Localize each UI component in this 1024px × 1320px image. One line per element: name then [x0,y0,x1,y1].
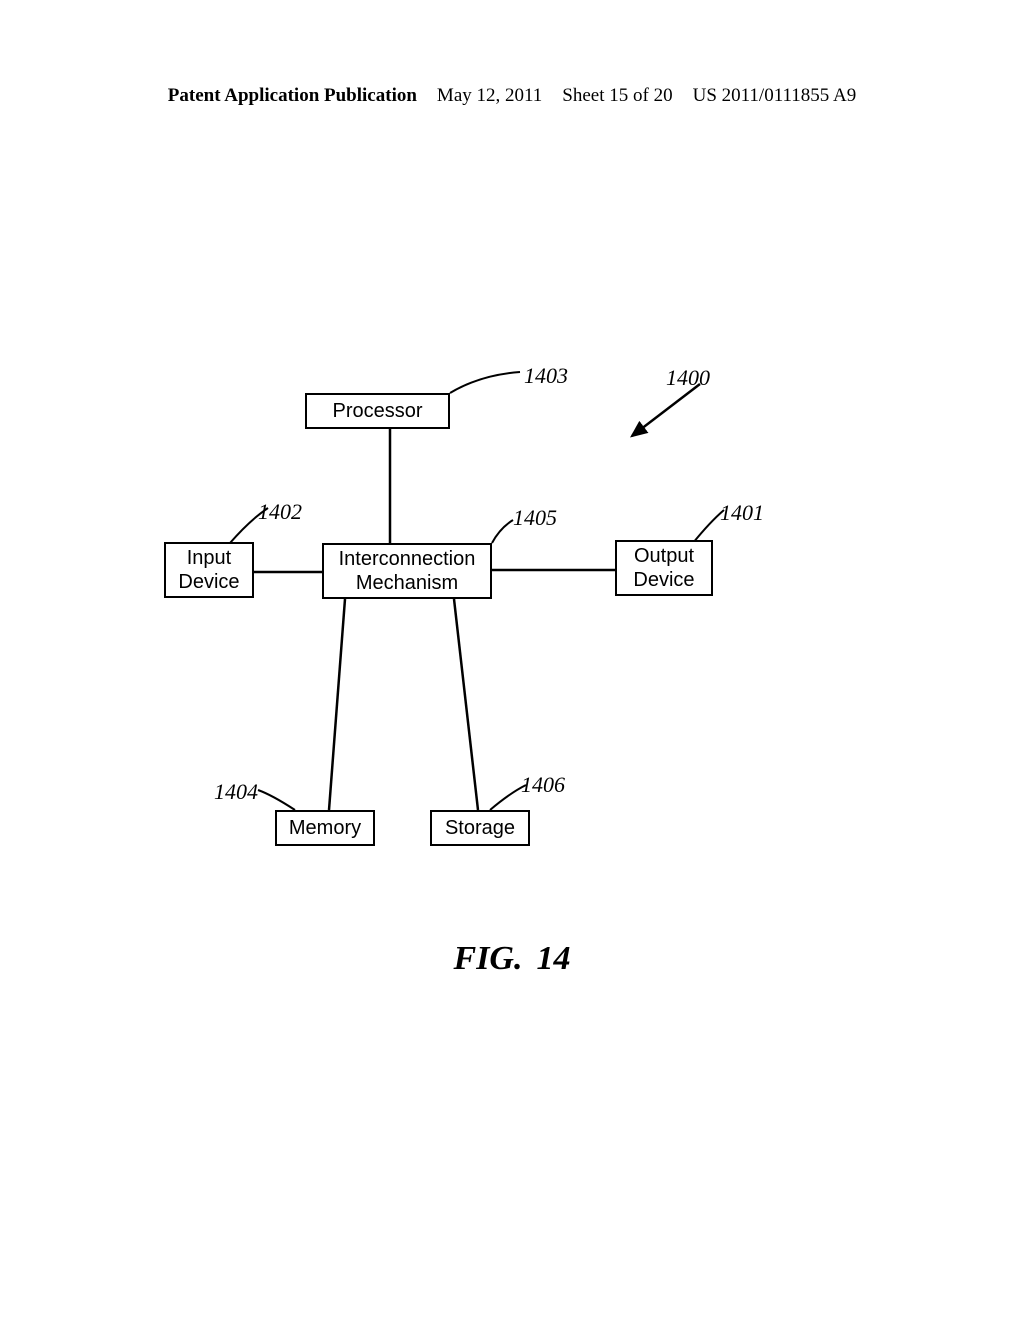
leader-line [450,372,520,393]
processor-label: Processor [332,399,422,423]
interconnection-label-2: Mechanism [356,571,458,595]
storage-ref: 1406 [521,772,565,798]
figure-prefix: FIG. [454,940,523,978]
storage-box: Storage [430,810,530,846]
memory-ref: 1404 [214,779,258,805]
figure-diagram: Processor 1403 Interconnection Mechanism… [0,0,1024,1320]
interconnection-label-1: Interconnection [339,547,476,571]
input-device-label-1: Input [187,546,231,570]
input-device-ref: 1402 [258,499,302,525]
output-device-ref: 1401 [720,500,764,526]
figure-number: 14 [536,940,570,978]
memory-box: Memory [275,810,375,846]
system-ref: 1400 [666,365,710,391]
input-device-label-2: Device [178,570,239,594]
memory-label: Memory [289,816,361,840]
connector-lines [0,0,1024,1320]
output-device-box: Output Device [615,540,713,596]
processor-ref: 1403 [524,363,568,389]
storage-label: Storage [445,816,515,840]
input-device-box: Input Device [164,542,254,598]
leader-line [492,520,513,543]
edge [454,599,478,810]
interconnection-ref: 1405 [513,505,557,531]
processor-box: Processor [305,393,450,429]
leader-line [258,790,295,810]
output-device-label-2: Device [633,568,694,592]
interconnection-box: Interconnection Mechanism [322,543,492,599]
edge [329,599,345,810]
figure-caption: FIG. 14 [454,940,571,978]
system-arrow [632,384,700,436]
output-device-label-1: Output [634,544,694,568]
